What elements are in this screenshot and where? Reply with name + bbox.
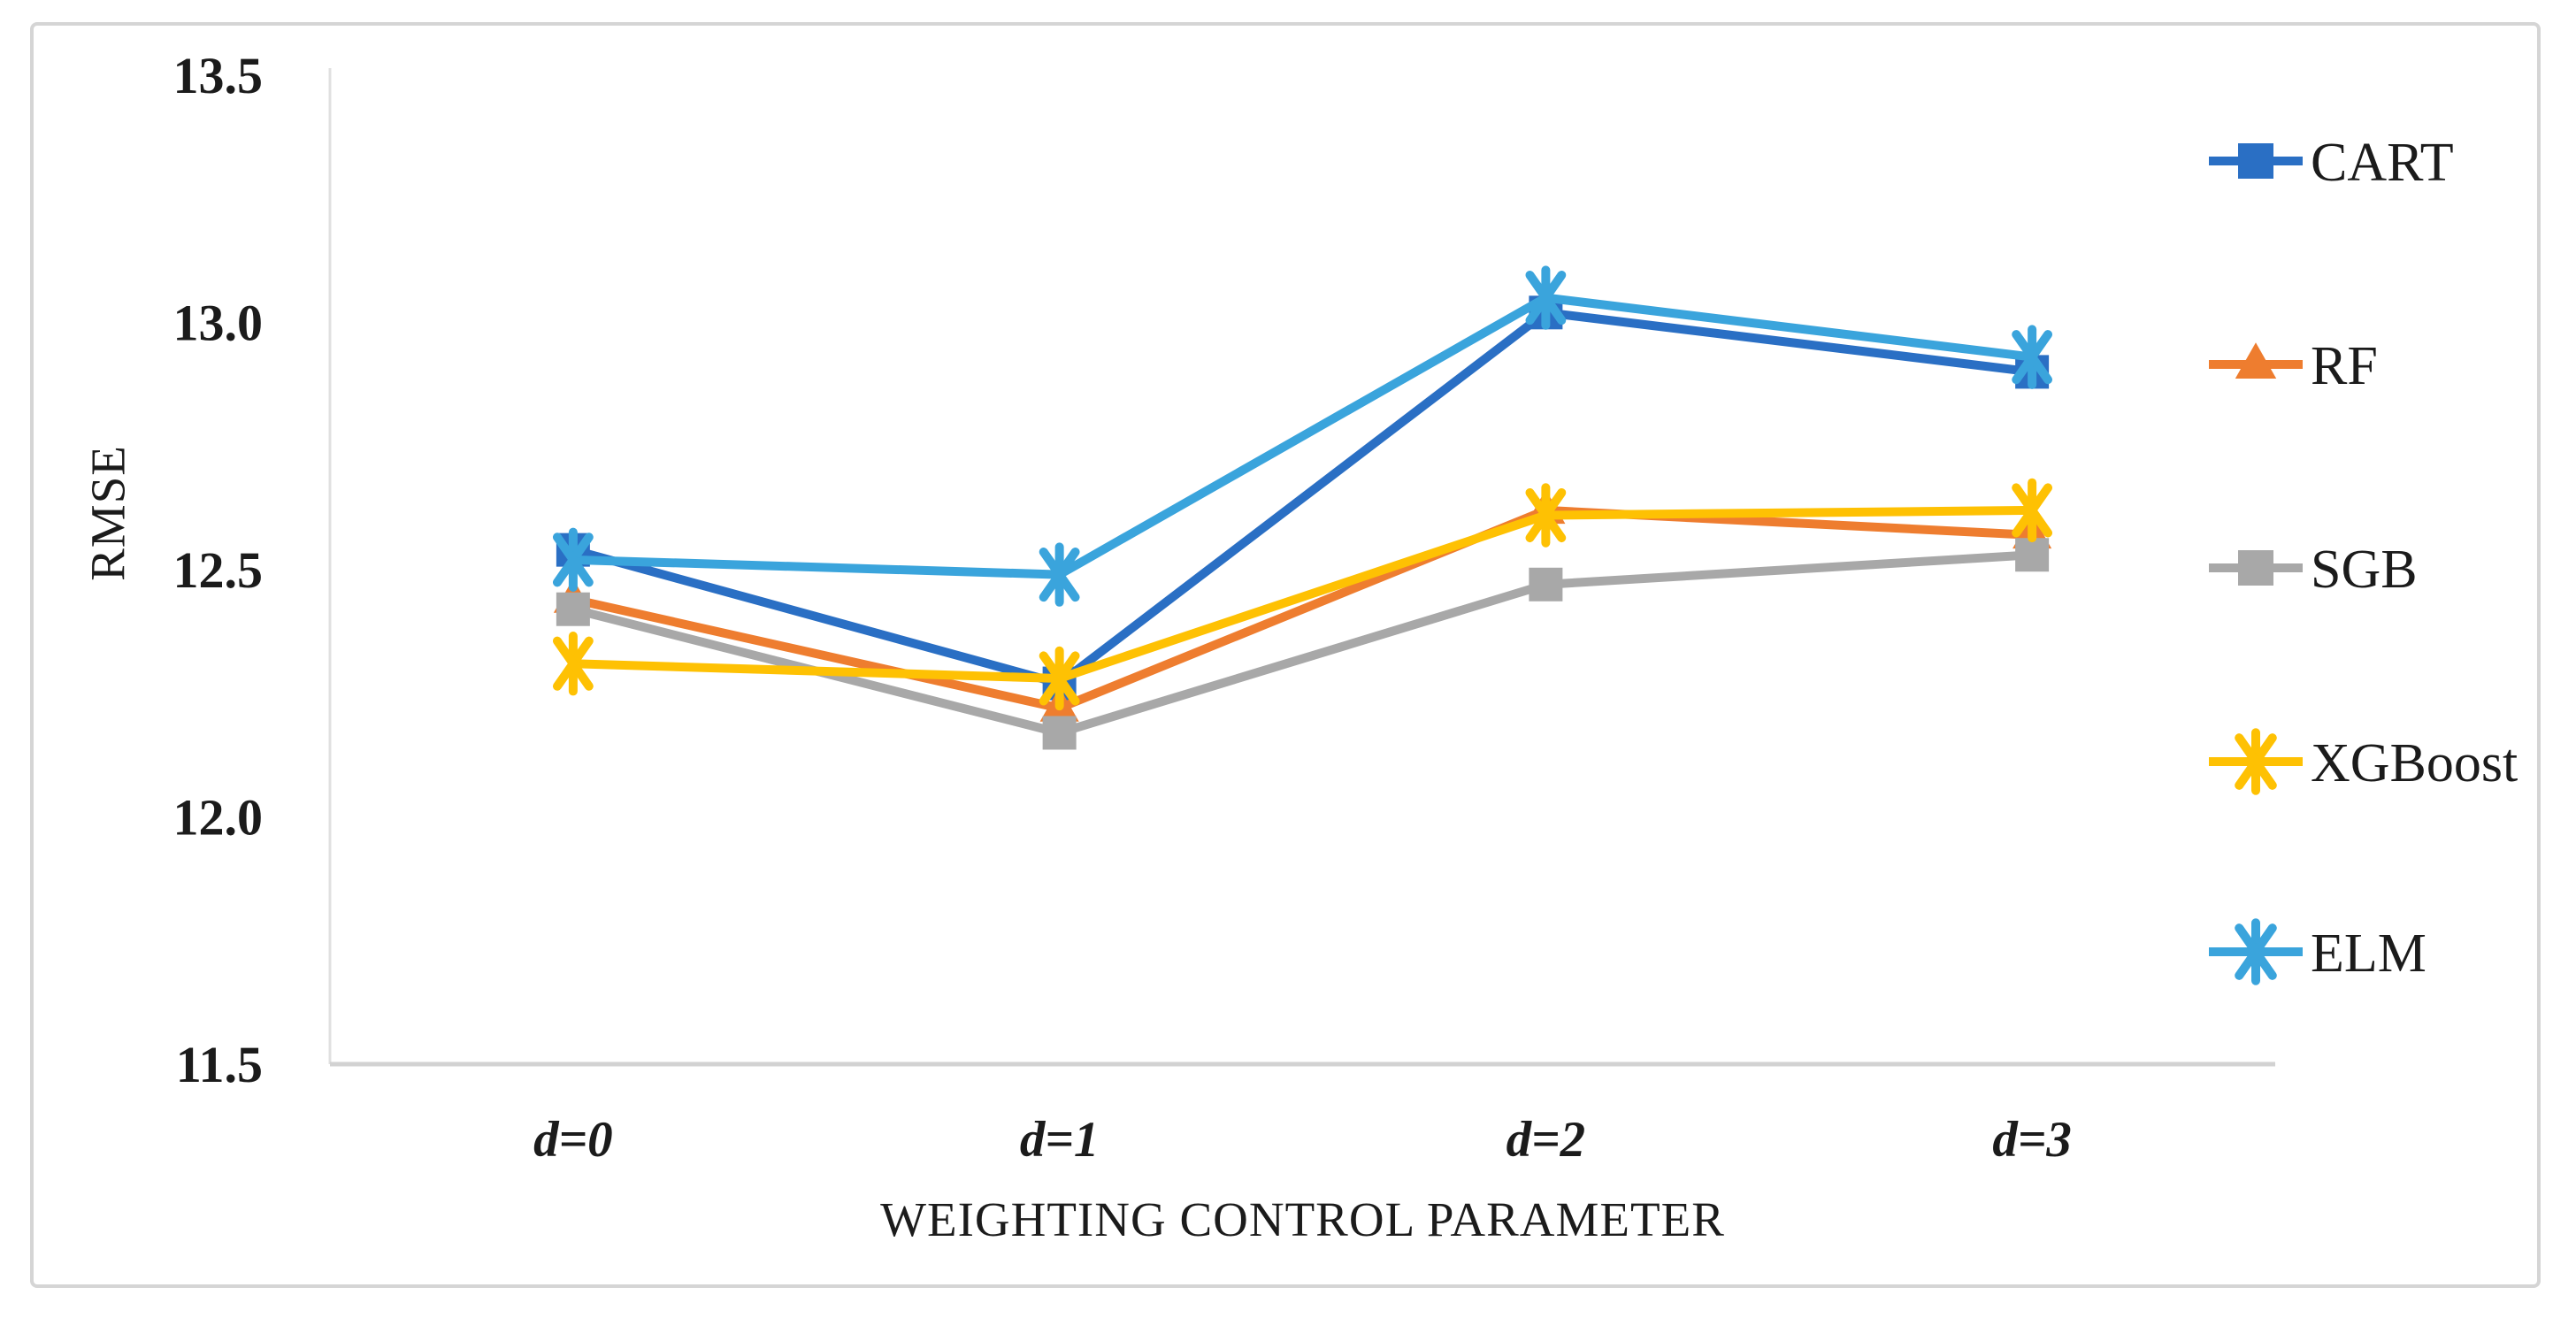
legend-label-CART: CART bbox=[2311, 133, 2454, 193]
series-marker-SGB bbox=[556, 592, 590, 626]
legend-label-ELM: ELM bbox=[2311, 923, 2426, 984]
legend-marker-CART bbox=[2238, 143, 2273, 179]
series-marker-ELM bbox=[1525, 270, 1567, 326]
series-marker-SGB bbox=[1042, 716, 1077, 750]
legend-marker-SGB bbox=[2238, 550, 2273, 586]
legend-marker-ELM bbox=[2235, 923, 2277, 980]
legend-label-RF: RF bbox=[2311, 336, 2378, 396]
series-line-XGBoost bbox=[572, 505, 2033, 683]
series-marker-ELM bbox=[552, 533, 594, 587]
series-marker-XGBoost bbox=[552, 636, 594, 691]
series-line-ELM bbox=[572, 293, 2033, 579]
series-line-RF bbox=[571, 505, 2033, 713]
series-line-CART bbox=[571, 308, 2033, 688]
series-marker-XGBoost bbox=[2012, 483, 2053, 538]
x-category-label: d=1 bbox=[1020, 1112, 1099, 1168]
legend-marker-RF bbox=[2235, 342, 2277, 379]
x-category-label: d=2 bbox=[1506, 1112, 1585, 1168]
x-category-label: d=3 bbox=[1992, 1112, 2071, 1168]
series-marker-SGB bbox=[2015, 538, 2050, 572]
y-tick-label: 11.5 bbox=[176, 1036, 263, 1093]
series-marker-ELM bbox=[1039, 548, 1080, 602]
legend-label-XGBoost: XGBoost bbox=[2311, 733, 2518, 793]
x-category-label: d=0 bbox=[533, 1112, 612, 1168]
legend-label-SGB: SGB bbox=[2311, 540, 2418, 600]
series-marker-SGB bbox=[1529, 567, 1563, 602]
figure-border bbox=[30, 22, 2541, 1288]
legend-marker-XGBoost bbox=[2235, 733, 2277, 790]
series-marker-XGBoost bbox=[1039, 651, 1080, 706]
x-axis-title: WEIGHTING CONTROL PARAMETER bbox=[880, 1192, 1725, 1246]
y-tick-label: 13.0 bbox=[173, 295, 264, 352]
series-marker-XGBoost bbox=[1525, 487, 1567, 543]
y-tick-label: 12.5 bbox=[173, 541, 264, 599]
series-marker-ELM bbox=[2012, 330, 2053, 385]
y-axis-title: RMSE bbox=[80, 445, 135, 581]
y-tick-label: 12.0 bbox=[173, 789, 264, 847]
y-tick-label: 13.5 bbox=[173, 47, 264, 104]
